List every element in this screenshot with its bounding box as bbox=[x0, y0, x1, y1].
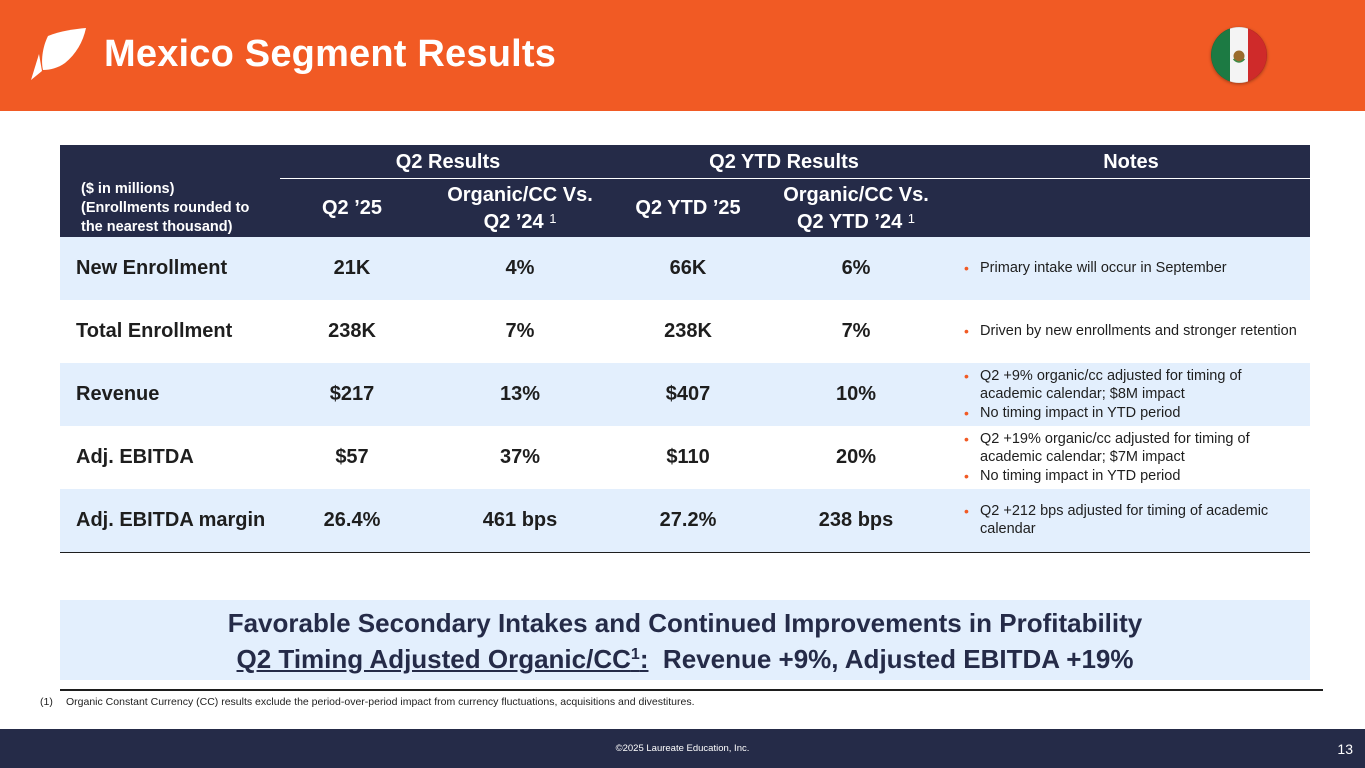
mexico-flag-icon bbox=[1211, 27, 1267, 83]
col-q2-header: Q2 ’25 bbox=[280, 179, 424, 237]
ytd-value: 238K bbox=[664, 320, 712, 342]
table-row: Adj. EBITDA $57 37% $110 20% Q2 +19% org… bbox=[60, 426, 1310, 489]
note-item: No timing impact in YTD period bbox=[964, 467, 1304, 486]
note-item: Primary intake will occur in September bbox=[964, 259, 1304, 278]
title-bar: Mexico Segment Results bbox=[0, 0, 1365, 111]
q2-value: 21K bbox=[280, 237, 424, 300]
note-item: No timing impact in YTD period bbox=[964, 404, 1304, 423]
table-row: Revenue $217 13% $407 10% Q2 +9% organic… bbox=[60, 363, 1311, 426]
q2-value: $57 bbox=[335, 446, 369, 468]
footnote-ref: 1 bbox=[907, 210, 916, 226]
row-notes: Q2 +9% organic/cc adjusted for timing of… bbox=[952, 363, 1311, 426]
segment-results-table: ($ in millions) (Enrollments rounded to … bbox=[60, 145, 1311, 553]
row-label: New Enrollment bbox=[60, 237, 280, 300]
row-notes: Driven by new enrollments and stronger r… bbox=[952, 300, 1310, 363]
col-notes-header bbox=[952, 179, 1311, 237]
table-row: New Enrollment 21K 4% 66K 6% Primary int… bbox=[60, 237, 1311, 300]
laureate-leaf-icon bbox=[31, 28, 86, 80]
q2-growth: 461 bps bbox=[424, 489, 617, 553]
footnote: (1) Organic Constant Currency (CC) result… bbox=[40, 696, 695, 708]
page-number: 13 bbox=[1337, 741, 1353, 757]
q2-growth: 7% bbox=[505, 320, 535, 342]
row-notes: Q2 +212 bps adjusted for timing of acade… bbox=[952, 489, 1311, 553]
units-note: ($ in millions) (Enrollments rounded to … bbox=[60, 145, 280, 237]
ytd-growth: 238 bps bbox=[760, 489, 953, 553]
ytd-value: 27.2% bbox=[616, 489, 761, 553]
ytd-growth: 7% bbox=[841, 320, 871, 342]
divider bbox=[60, 689, 1323, 691]
table-row: Total Enrollment 238K 7% 238K 7% Driven … bbox=[60, 300, 1310, 363]
note-item: Q2 +212 bps adjusted for timing of acade… bbox=[964, 502, 1304, 539]
col-q2-organic-header: Organic/CC Vs. Q2 ’24 1 bbox=[424, 179, 617, 237]
q2-results-header: Q2 Results bbox=[280, 145, 617, 179]
callout-underlined: Q2 Timing Adjusted Organic/CC1: bbox=[236, 644, 649, 674]
ytd-growth: 10% bbox=[760, 363, 953, 426]
note-item: Q2 +19% organic/cc adjusted for timing o… bbox=[964, 430, 1304, 467]
ytd-value: 66K bbox=[616, 237, 761, 300]
q2-growth: 37% bbox=[499, 446, 541, 468]
row-notes: Q2 +19% organic/cc adjusted for timing o… bbox=[952, 426, 1310, 489]
callout-subline: Q2 Timing Adjusted Organic/CC1: Revenue … bbox=[236, 644, 1134, 674]
footnote-text: Organic Constant Currency (CC) results e… bbox=[66, 696, 695, 708]
q2-growth: 13% bbox=[424, 363, 617, 426]
page-title: Mexico Segment Results bbox=[104, 33, 557, 75]
note-item: Driven by new enrollments and stronger r… bbox=[964, 322, 1304, 341]
footnote-ref: 1 bbox=[549, 210, 557, 226]
row-label: Total Enrollment bbox=[76, 320, 233, 342]
copyright: ©2025 Laureate Education, Inc. bbox=[615, 743, 750, 754]
col-ytd-organic-header: Organic/CC Vs. Q2 YTD ’24 1 bbox=[760, 179, 953, 237]
key-takeaway-callout: Favorable Secondary Intakes and Continue… bbox=[60, 600, 1310, 680]
notes-header: Notes bbox=[952, 145, 1311, 179]
footnote-number: (1) bbox=[40, 696, 53, 708]
callout-headline: Favorable Secondary Intakes and Continue… bbox=[227, 608, 1143, 638]
col-ytd-header: Q2 YTD ’25 bbox=[616, 179, 761, 237]
row-label: Adj. EBITDA margin bbox=[60, 489, 280, 553]
q2-value: $217 bbox=[280, 363, 424, 426]
q2-growth: 4% bbox=[424, 237, 617, 300]
ytd-growth: 20% bbox=[836, 446, 877, 468]
note-item: Q2 +9% organic/cc adjusted for timing of… bbox=[964, 367, 1304, 404]
q2-value: 238K bbox=[328, 320, 376, 342]
row-notes: Primary intake will occur in September bbox=[952, 237, 1311, 300]
table-row: Adj. EBITDA margin 26.4% 461 bps 27.2% 2… bbox=[60, 489, 1311, 553]
q2-ytd-results-header: Q2 YTD Results bbox=[616, 145, 953, 179]
ytd-value: $110 bbox=[666, 446, 710, 468]
ytd-value: $407 bbox=[616, 363, 761, 426]
q2-value: 26.4% bbox=[280, 489, 424, 553]
row-label: Revenue bbox=[60, 363, 280, 426]
footer-bar: ©2025 Laureate Education, Inc. 13 bbox=[0, 729, 1365, 768]
ytd-growth: 6% bbox=[760, 237, 953, 300]
row-label: Adj. EBITDA bbox=[76, 446, 194, 468]
